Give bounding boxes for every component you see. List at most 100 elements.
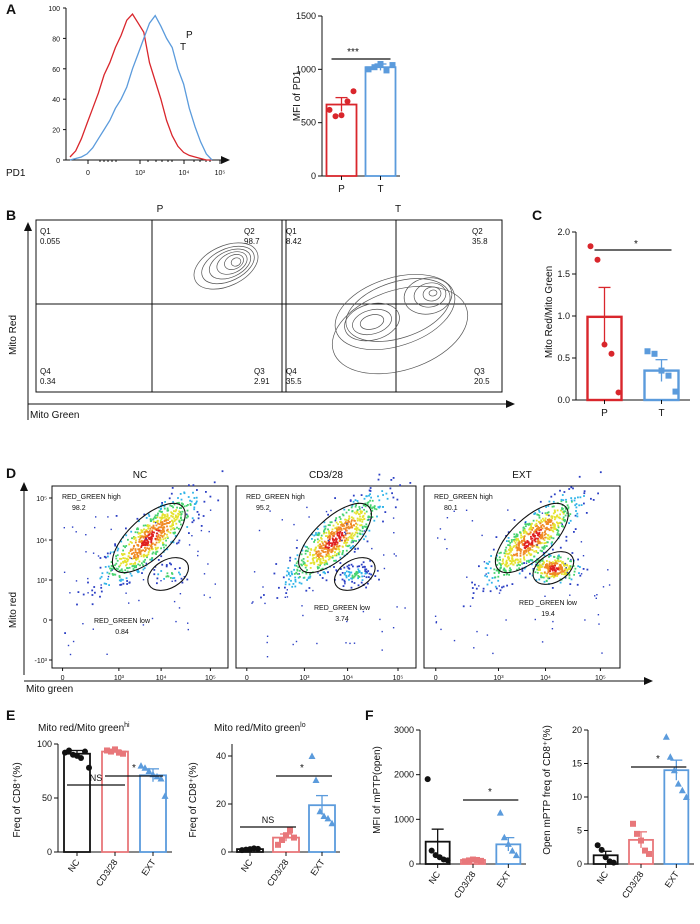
d-dot (359, 533, 362, 536)
b-plot-p-title: P (157, 204, 164, 215)
d-xtick-label: 10³ (299, 675, 310, 682)
d-xlabel: Mito green (26, 684, 73, 695)
d-dot (538, 514, 541, 517)
d-dot (95, 516, 97, 518)
d-dot (178, 607, 181, 609)
b-plot-p-q2v: 98.7 (244, 237, 260, 246)
b-plot-t-q1: Q1 (286, 227, 297, 236)
d-dot (358, 565, 361, 568)
d-dot (286, 570, 289, 573)
d-dot (300, 582, 303, 585)
d-dot (542, 537, 545, 540)
F_left-ytick-label: 3000 (394, 725, 414, 735)
d-dot (548, 560, 551, 563)
d-dot (561, 525, 564, 527)
d-dot (176, 506, 178, 509)
d-dot (552, 526, 555, 529)
d-dot (175, 522, 178, 525)
d-dot (162, 531, 164, 533)
d-dot (538, 520, 540, 523)
d-dot (159, 526, 161, 529)
d-dot (161, 517, 164, 520)
d-dot (318, 556, 320, 559)
d-dot (103, 582, 106, 585)
d-high-value: 98.2 (72, 505, 86, 512)
d-dot (473, 647, 475, 649)
d-dot (317, 563, 320, 566)
d-dot (64, 632, 66, 634)
A_bar-pt (344, 98, 351, 105)
d-dot (602, 586, 605, 588)
d-dot (370, 573, 373, 576)
d-dot (531, 559, 534, 561)
d-dot (137, 570, 140, 573)
d-dot (180, 516, 182, 519)
d-dot (352, 576, 355, 579)
d-dot (275, 563, 278, 565)
d-dot (336, 553, 338, 555)
E_hi-pt (137, 762, 145, 769)
d-dot (566, 512, 568, 515)
d-dot (209, 509, 212, 511)
d-dot (169, 531, 172, 534)
d-dot (193, 508, 196, 511)
d-dot (490, 581, 493, 584)
d-dot (333, 566, 335, 568)
d-dot (519, 531, 521, 534)
d-dot (131, 557, 134, 560)
d-dot (320, 538, 323, 540)
d-dot (539, 560, 541, 563)
d-dot (120, 562, 122, 565)
d-dot (453, 639, 456, 642)
d-dot (170, 541, 173, 544)
d-dot (527, 533, 530, 536)
d-dot (301, 571, 304, 574)
d-dot (554, 572, 557, 574)
d-dot (144, 544, 147, 547)
d-dot (561, 511, 564, 513)
d-dot (544, 531, 546, 534)
d-dot (356, 523, 359, 526)
d-dot (106, 571, 109, 574)
d-dot (404, 607, 406, 609)
d-dot (567, 568, 570, 570)
d-dot (315, 552, 317, 555)
d-dot (573, 499, 576, 502)
d-dot (293, 573, 296, 575)
d-dot (175, 514, 177, 517)
E_hi-pt (120, 750, 126, 757)
d-dot (163, 530, 165, 533)
E_lo-pt (283, 832, 289, 839)
d-dot (135, 559, 138, 561)
d-dot (325, 531, 328, 534)
d-dot (528, 542, 531, 545)
d-dot (552, 566, 555, 569)
d-dot (344, 528, 347, 531)
d-dot (295, 571, 298, 574)
d-dot (568, 577, 571, 580)
d-dot (353, 582, 356, 584)
d-dot (165, 518, 168, 520)
d-dot (114, 573, 117, 576)
d-dot (187, 622, 189, 624)
d-dot (251, 602, 253, 604)
d-dot (185, 516, 188, 519)
d-dot (507, 553, 510, 555)
d-dot (501, 563, 504, 565)
F_right-pt (630, 820, 636, 827)
d-dot (522, 530, 525, 533)
d-dot (364, 502, 367, 505)
d-dot (338, 527, 341, 530)
d-dot (539, 500, 542, 503)
d-dot (331, 542, 334, 545)
d-dot (562, 570, 565, 573)
d-dot (518, 539, 520, 542)
d-dot (297, 566, 300, 569)
d-dot (559, 546, 562, 549)
d-dot (527, 550, 530, 552)
d-dot (156, 582, 158, 585)
d-dot (292, 583, 295, 585)
d-dot (546, 564, 549, 567)
d-dot (325, 548, 328, 550)
